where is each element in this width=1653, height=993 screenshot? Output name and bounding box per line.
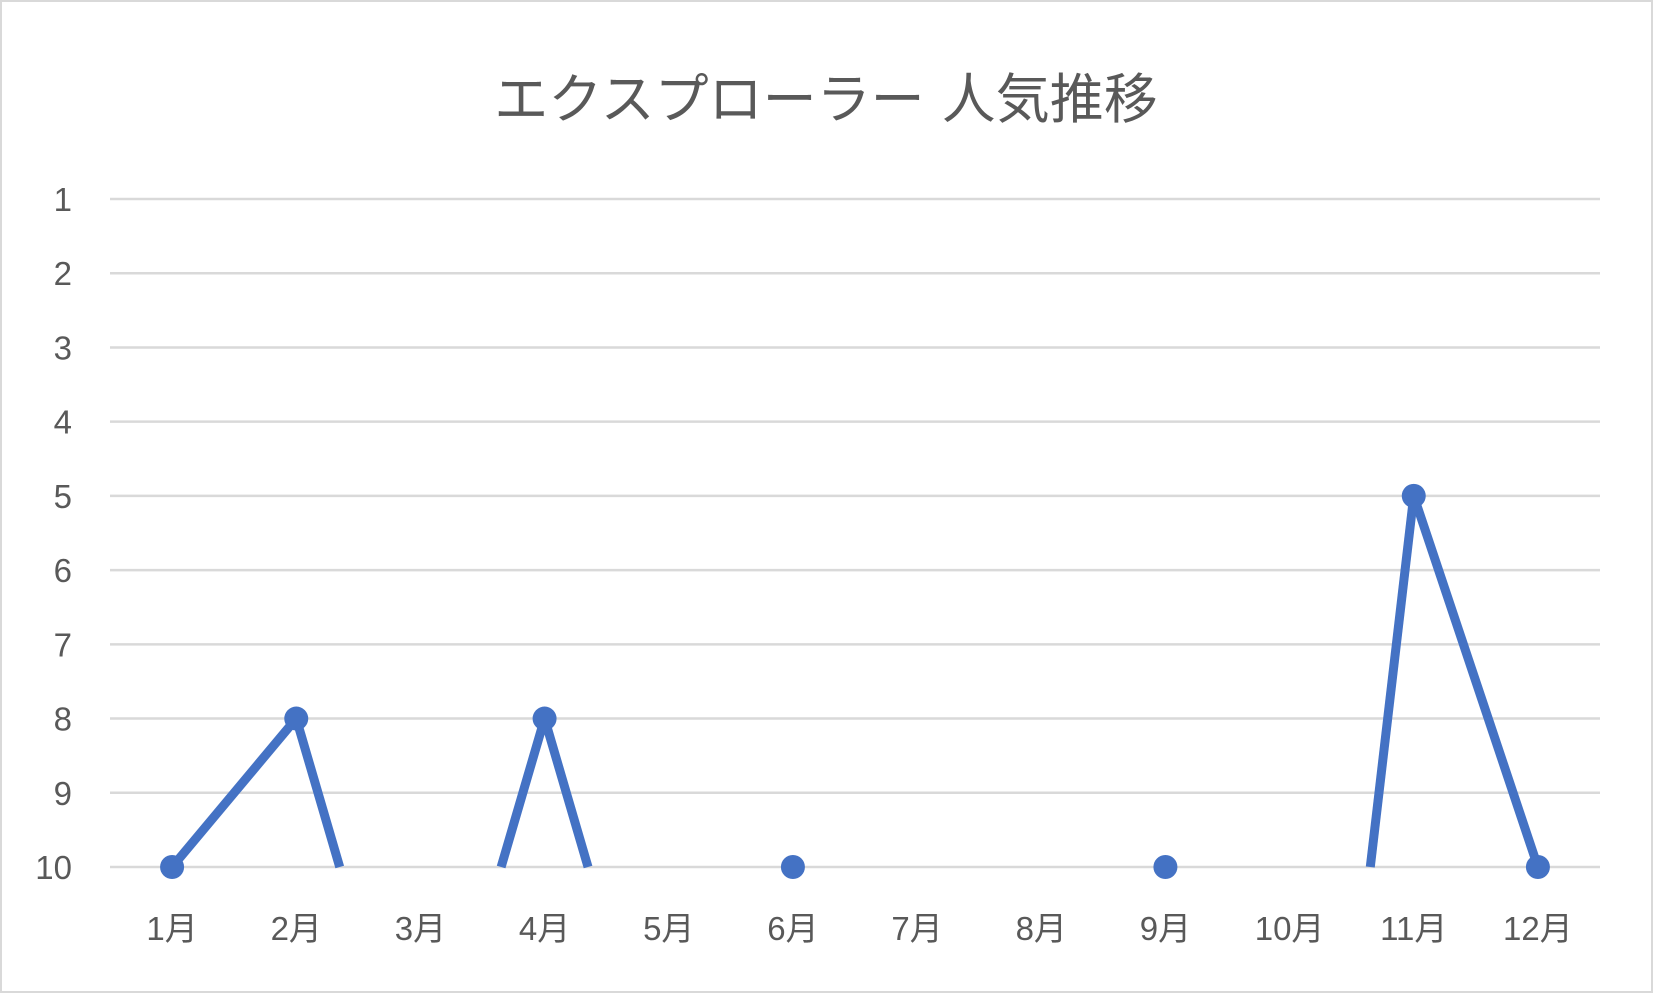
y-tick-label: 7	[54, 626, 72, 663]
data-point	[532, 706, 557, 731]
y-tick-label: 5	[54, 478, 72, 515]
x-tick-label: 12月	[1503, 910, 1573, 947]
x-tick-label: 5月	[643, 910, 694, 947]
x-tick-label: 8月	[1016, 910, 1067, 947]
chart-title: エクスプローラー 人気推移	[494, 68, 1158, 131]
data-point	[780, 855, 805, 879]
data-point	[1401, 483, 1426, 508]
series-line-segment	[540, 717, 593, 869]
x-tick-label: 9月	[1140, 910, 1191, 947]
y-axis-ticks: 1 2 3 4 5 6 7 8 9 10	[35, 181, 72, 886]
data-point	[1525, 855, 1550, 879]
x-tick-label: 7月	[891, 910, 942, 947]
y-tick-label: 3	[54, 329, 72, 366]
gridlines	[110, 197, 1600, 869]
x-tick-label: 6月	[767, 910, 818, 947]
x-axis-ticks: 1月 2月 3月 4月 5月 6月 7月 8月 9月 10月 11月 12月	[146, 910, 1572, 947]
series-line-segment	[291, 717, 345, 869]
series-line-segment	[496, 717, 549, 869]
x-tick-label: 2月	[271, 910, 322, 947]
data-point	[160, 855, 185, 879]
series-line-segment	[1365, 495, 1419, 868]
x-tick-label: 1月	[146, 910, 197, 947]
series-line-segment	[168, 715, 300, 870]
data-point	[284, 706, 309, 731]
y-tick-label: 4	[54, 404, 72, 441]
y-tick-label: 9	[54, 775, 72, 812]
x-tick-label: 4月	[519, 910, 570, 947]
y-tick-label: 6	[54, 552, 72, 589]
x-tick-label: 11月	[1380, 910, 1447, 947]
y-tick-label: 1	[54, 181, 72, 218]
series-line-segment	[1409, 494, 1543, 869]
x-tick-label: 10月	[1255, 910, 1325, 947]
y-tick-label: 10	[35, 849, 72, 886]
data-point	[1153, 855, 1178, 879]
x-tick-label: 3月	[395, 910, 446, 947]
y-tick-label: 8	[54, 701, 72, 738]
series-layer	[160, 483, 1550, 879]
y-tick-label: 2	[54, 255, 72, 292]
